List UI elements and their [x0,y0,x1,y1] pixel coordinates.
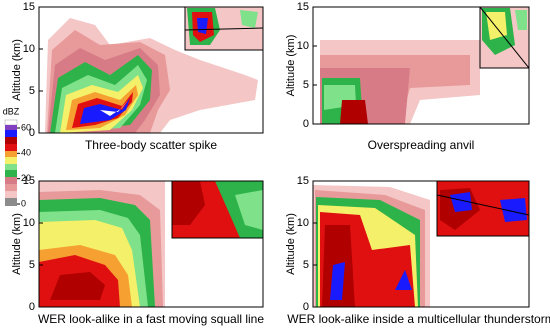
panel-caption: Three-body scatter spike [85,138,217,152]
panel-caption: WER look-alike inside a multicellular th… [287,312,550,326]
panel-caption: Overspreading anvil [368,138,475,152]
plot-frame [38,180,264,308]
y-tick-label: 15 [297,175,309,187]
radar-field [39,181,263,307]
y-tick-label: 5 [303,79,309,91]
y-axis-label: Altitude (km) [11,39,23,101]
radar-field [45,7,263,133]
y-tick-label: 5 [303,259,309,271]
y-tick-label: 5 [29,259,35,271]
y-tick-label: 15 [297,1,309,13]
y-tick-label: 10 [23,217,35,229]
radar-field [313,181,529,307]
y-tick-label: 10 [297,217,309,229]
panel-caption: WER look-alike in a fast moving squall l… [38,312,264,326]
y-axis-label: Altitude (km) [285,213,297,275]
y-axis-label: Altitude (km) [285,35,297,97]
colorbar-tick-label: 40 [21,148,31,158]
colorbar-label: dBZ [3,106,20,116]
y-tick-label: 15 [23,175,35,187]
plot-frame [38,6,264,134]
y-tick-label: 0 [29,301,35,313]
y-axis-label: Altitude (km) [11,213,23,275]
plot-frame [312,6,530,125]
plot-frame [312,180,530,308]
y-tick-label: 10 [297,40,309,52]
y-tick-label: 5 [29,85,35,97]
y-tick-label: 15 [23,1,35,13]
colorbar-tick-label: 60 [21,122,31,132]
colorbar [4,119,18,206]
y-tick-label: 0 [303,301,309,313]
colorbar-tick-label: 20 [21,173,31,183]
y-tick-label: 0 [303,118,309,130]
y-tick-label: 10 [23,43,35,55]
radar-field [320,7,529,124]
colorbar-tick-label: 0 [21,198,26,208]
y-tick-label: 0 [29,127,35,139]
